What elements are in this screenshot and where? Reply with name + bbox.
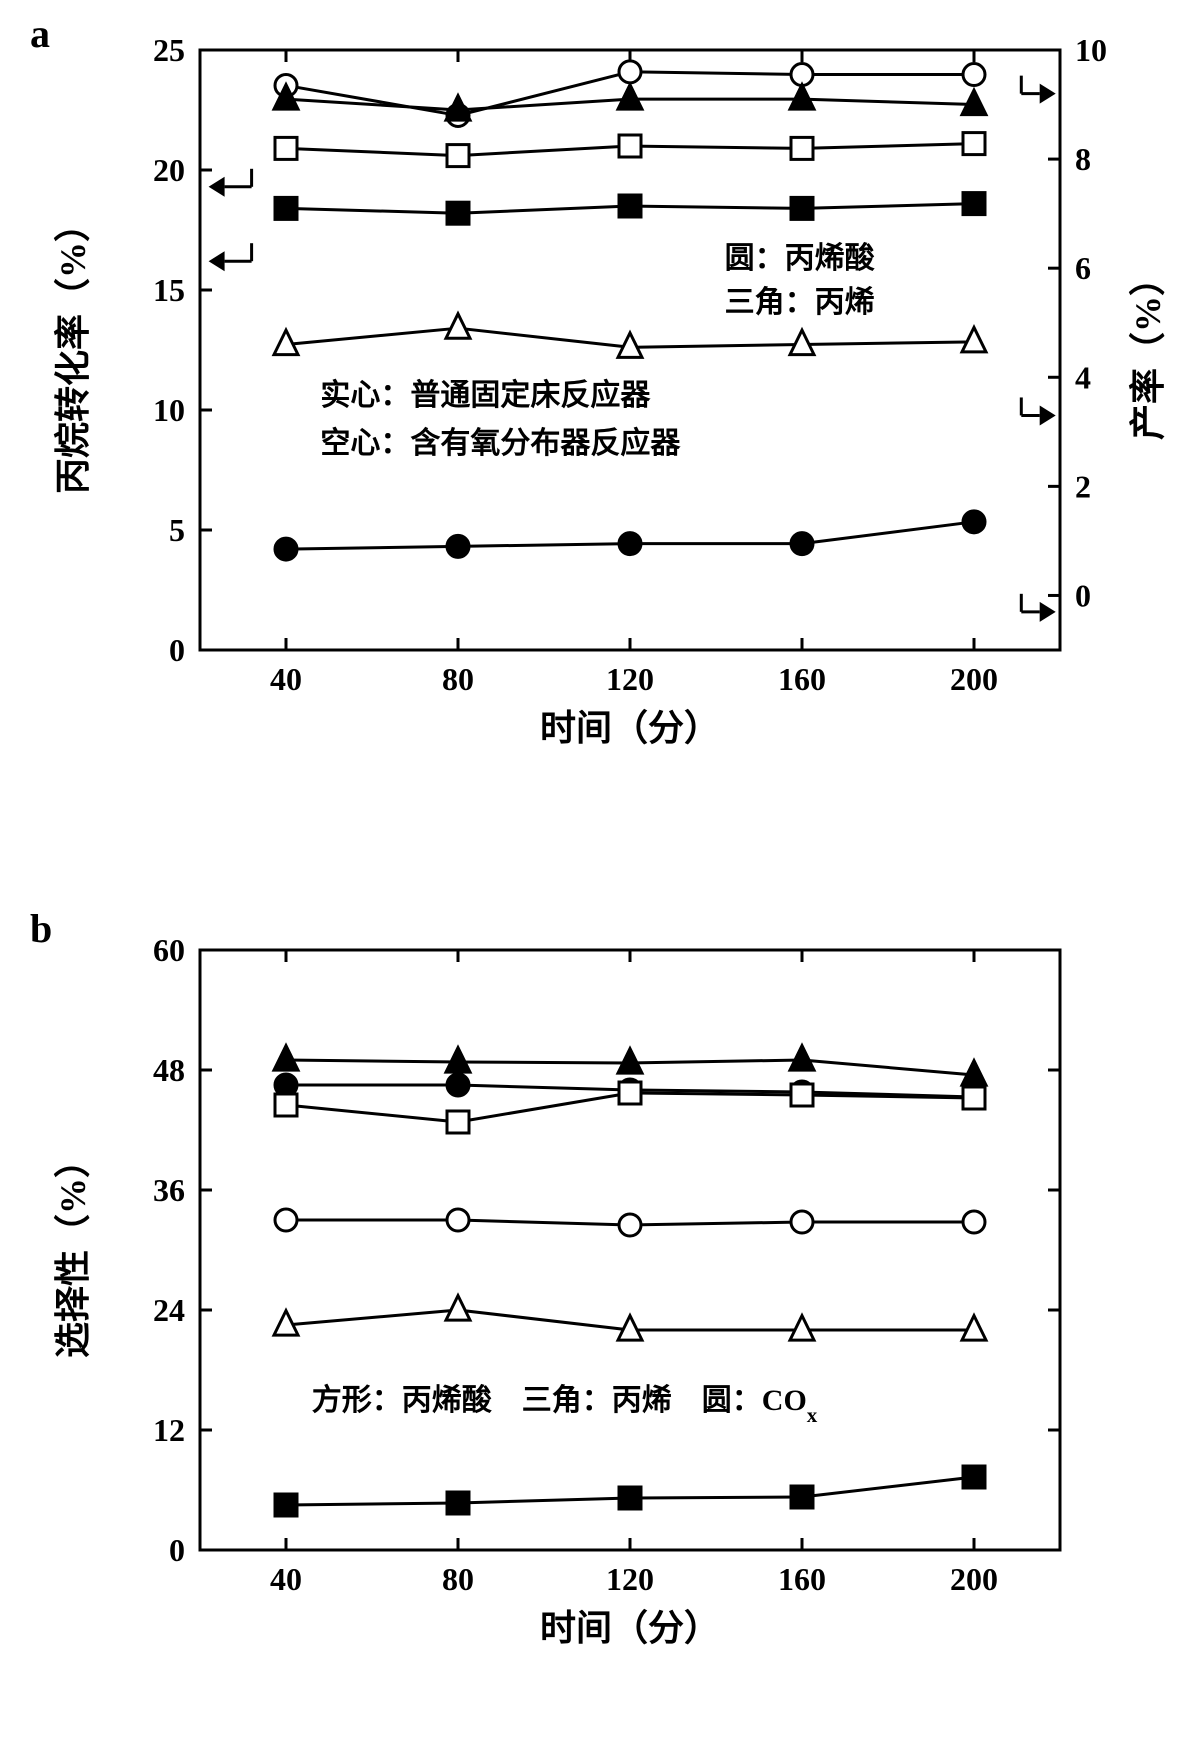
svg-text:200: 200 [950,1561,998,1597]
svg-text:40: 40 [270,661,302,697]
svg-text:25: 25 [153,32,185,68]
svg-text:时间（分）: 时间（分） [540,708,720,748]
svg-text:6: 6 [1075,250,1091,286]
svg-text:15: 15 [153,272,185,308]
svg-text:实心：普通固定床反应器: 实心：普通固定床反应器 [320,378,651,412]
svg-text:0: 0 [1075,577,1091,613]
svg-text:40: 40 [270,1561,302,1597]
svg-text:三角：丙烯: 三角：丙烯 [725,286,875,319]
svg-text:8: 8 [1075,141,1091,177]
svg-text:10: 10 [153,392,185,428]
svg-text:36: 36 [153,1172,185,1208]
svg-text:时间（分）: 时间（分） [540,1608,720,1648]
svg-text:选择性（%）: 选择性（%） [53,1142,93,1358]
panel-a-chart: 40 80 120 160 200 时间（分） 0 5 10 15 20 25 丙烷转化率（%） 0 2 4 6… [0,0,1192,820]
svg-text:2: 2 [1075,468,1091,504]
panel-b-chart: 4080120160200时间（分）01224364860选择性（%）方形：丙烯… [0,900,1192,1720]
svg-text:160: 160 [778,1561,826,1597]
svg-text:5: 5 [169,512,185,548]
svg-text:200: 200 [950,661,998,697]
svg-text:60: 60 [153,932,185,968]
svg-text:0: 0 [169,1532,185,1568]
figure-container: a 4080120160200时间（分）0510152025丙烷转化率（%）02… [0,0,1192,1748]
svg-text:10: 10 [1075,32,1107,68]
svg-text:24: 24 [153,1292,185,1328]
svg-text:4: 4 [1075,359,1091,395]
svg-text:0: 0 [169,632,185,668]
svg-text:120: 120 [606,661,654,697]
svg-text:空心：含有氧分布器反应器: 空心：含有氧分布器反应器 [320,426,681,460]
svg-text:120: 120 [606,1561,654,1597]
svg-text:20: 20 [153,152,185,188]
svg-text:80: 80 [442,661,474,697]
svg-text:12: 12 [153,1412,185,1448]
svg-text:丙烷转化率（%）: 丙烷转化率（%） [53,206,93,494]
svg-text:产率（%）: 产率（%） [1128,260,1168,440]
svg-text:80: 80 [442,1561,474,1597]
svg-text:160: 160 [778,661,826,697]
svg-text:圆：丙烯酸: 圆：丙烯酸 [725,242,876,275]
svg-text:48: 48 [153,1052,185,1088]
